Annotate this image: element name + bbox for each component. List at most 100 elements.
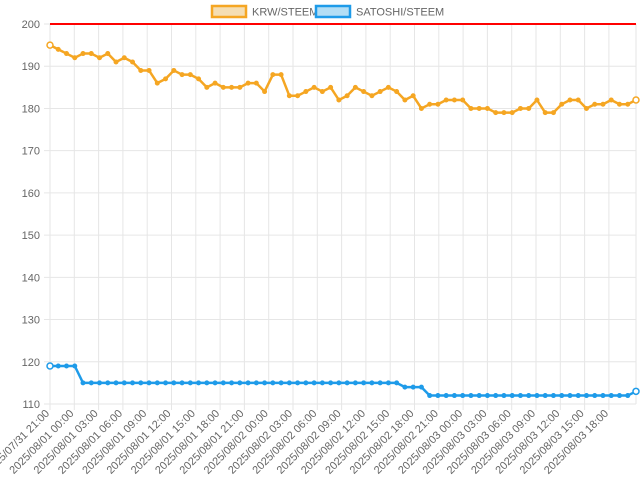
data-point [369, 93, 375, 99]
data-point [344, 93, 350, 99]
data-point [361, 89, 367, 95]
data-point [526, 105, 532, 111]
data-point [311, 84, 317, 90]
data-point [311, 380, 317, 386]
data-point [121, 380, 127, 386]
data-point [179, 72, 185, 78]
data-point [550, 393, 556, 399]
legend-label-1: SATOSHI/STEEM [356, 7, 444, 19]
data-point [608, 393, 614, 399]
data-point [542, 110, 548, 116]
data-point [146, 67, 152, 73]
data-point [105, 380, 111, 386]
data-point [509, 110, 515, 116]
data-point [88, 51, 94, 57]
y-tick-label: 150 [22, 230, 40, 242]
data-point [377, 89, 383, 95]
data-point [484, 393, 490, 399]
data-point [237, 380, 243, 386]
data-point [377, 380, 383, 386]
data-point [435, 101, 441, 107]
data-point [410, 93, 416, 99]
data-point [625, 101, 631, 107]
data-point [130, 380, 136, 386]
data-point [567, 393, 573, 399]
data-point [501, 110, 507, 116]
legend: KRW/STEEM SATOSHI/STEEM [210, 4, 444, 19]
series-line-1 [50, 364, 637, 397]
data-point [336, 380, 342, 386]
data-point [616, 101, 622, 107]
data-point [105, 51, 111, 57]
data-point [278, 380, 284, 386]
data-point [352, 380, 358, 386]
data-point [517, 393, 523, 399]
series-line-0 [49, 43, 637, 114]
data-point [468, 393, 474, 399]
data-point [154, 80, 160, 86]
data-point [402, 97, 408, 103]
data-point [476, 105, 482, 111]
data-point [427, 393, 433, 399]
data-point [245, 380, 251, 386]
data-point [303, 380, 309, 386]
data-point [394, 89, 400, 95]
data-point [592, 101, 598, 107]
data-point [435, 393, 441, 399]
data-point [179, 380, 185, 386]
data-point [113, 380, 119, 386]
data-point [402, 384, 408, 390]
data-point [616, 393, 622, 399]
data-point [262, 380, 268, 386]
data-point [204, 84, 210, 90]
data-point [369, 380, 375, 386]
data-point [253, 80, 259, 86]
data-point [88, 380, 94, 386]
data-point [493, 110, 499, 116]
data-point [154, 380, 160, 386]
data-point [270, 380, 276, 386]
data-point [121, 55, 127, 61]
data-point [328, 84, 334, 90]
data-point [361, 380, 367, 386]
y-tick-label: 160 [22, 188, 40, 200]
data-point [286, 380, 292, 386]
data-point [600, 393, 606, 399]
data-point [130, 59, 136, 65]
data-point [427, 101, 433, 107]
data-point [418, 384, 424, 390]
data-point [443, 97, 449, 103]
data-point [80, 51, 86, 57]
data-point [220, 84, 226, 90]
y-tick-label: 130 [22, 315, 40, 327]
data-point [418, 105, 424, 111]
data-point [600, 101, 606, 107]
data-point [64, 51, 70, 57]
data-point [113, 59, 119, 65]
data-point [46, 41, 54, 49]
data-point [559, 393, 565, 399]
y-axis: 110 120 130 140 150 160 170 180 190 200 [22, 19, 40, 411]
data-point [583, 393, 589, 399]
data-point [229, 380, 235, 386]
data-point [204, 380, 210, 386]
data-point [262, 89, 268, 95]
y-tick-label: 120 [22, 357, 40, 369]
data-point [451, 97, 457, 103]
data-point [460, 97, 466, 103]
data-point [171, 67, 177, 73]
data-point [72, 55, 78, 61]
data-point [509, 393, 515, 399]
data-point [517, 105, 523, 111]
data-point [97, 380, 103, 386]
data-point [163, 76, 169, 82]
data-point [344, 380, 350, 386]
legend-swatch-0 [210, 4, 248, 19]
data-point [270, 72, 276, 78]
data-point [220, 380, 226, 386]
data-point [303, 89, 309, 95]
data-point [410, 384, 416, 390]
y-tick-label: 140 [22, 272, 40, 284]
